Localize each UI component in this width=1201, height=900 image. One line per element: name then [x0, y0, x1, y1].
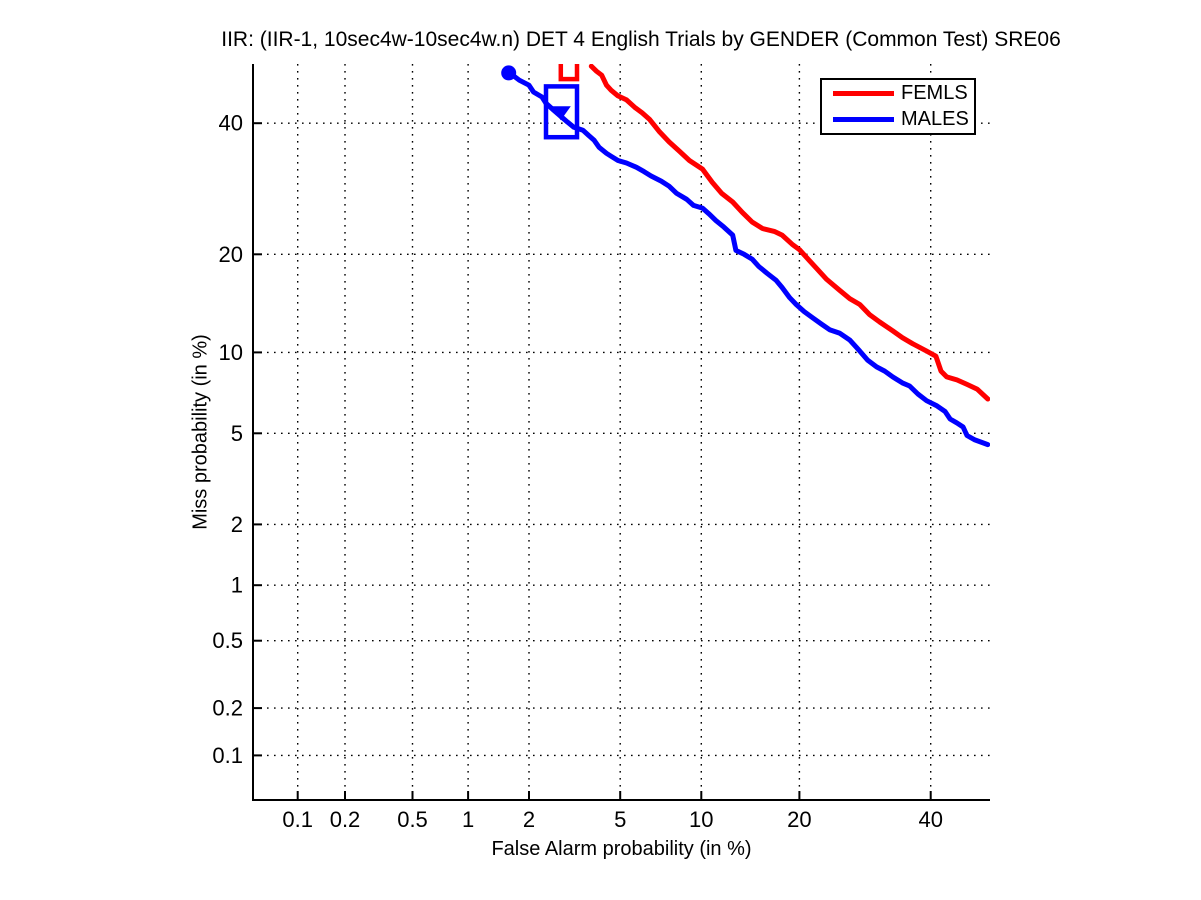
- y-axis-label: Miss probability (in %): [189, 334, 212, 530]
- males-start-dot-marker: [501, 65, 517, 81]
- x-tick-label: 0.1: [282, 807, 313, 832]
- x-tick-label: 5: [614, 807, 626, 832]
- x-tick-label: 40: [918, 807, 942, 832]
- males-mindcf-triangle-marker: [550, 106, 571, 121]
- y-tick-label: 10: [219, 340, 243, 365]
- legend-label-males: MALES: [901, 108, 969, 131]
- legend-label-femls: FEMLS: [901, 81, 968, 104]
- y-tick-label: 20: [219, 242, 243, 267]
- det-curve-femls: [588, 64, 990, 402]
- legend-line-femls: [833, 90, 894, 96]
- x-tick-label: 2: [523, 807, 535, 832]
- femls-dcf-box-marker: [558, 64, 580, 82]
- x-tick-label: 20: [787, 807, 811, 832]
- y-tick-label: 2: [231, 512, 243, 537]
- y-tick-label: 0.2: [212, 696, 243, 721]
- y-tick-label: 40: [219, 111, 243, 136]
- plot-title: IIR: (IIR-1, 10sec4w-10sec4w.n) DET 4 En…: [221, 28, 1061, 51]
- x-tick-label: 0.2: [330, 807, 361, 832]
- x-axis-label: False Alarm probability (in %): [491, 838, 752, 860]
- x-tick-label: 10: [689, 807, 713, 832]
- y-tick-label: 0.5: [212, 628, 243, 653]
- x-tick-label: 0.5: [397, 807, 428, 832]
- y-tick-label: 5: [231, 421, 243, 446]
- y-tick-label: 1: [231, 573, 243, 598]
- legend-entry-femls: FEMLS: [822, 80, 974, 106]
- legend: FEMLS MALES: [820, 78, 976, 135]
- legend-entry-males: MALES: [822, 107, 974, 133]
- x-tick-label: 1: [462, 807, 474, 832]
- legend-line-males: [833, 117, 894, 123]
- y-tick-label: 0.1: [212, 743, 243, 768]
- males-dcf-box-marker: [543, 84, 580, 140]
